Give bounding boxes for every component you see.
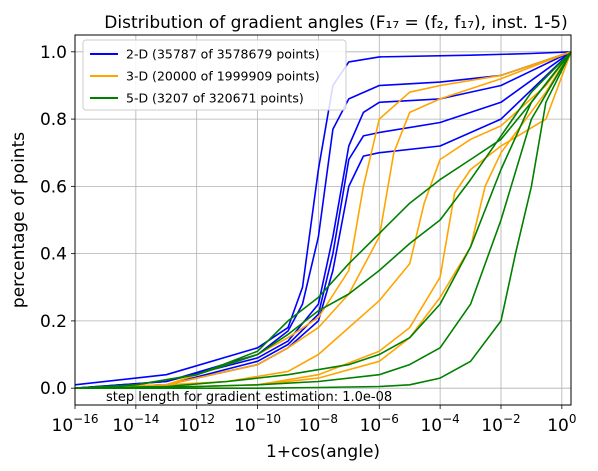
series-line-0 — [74, 51, 572, 389]
x-axis-ticks: 10−16 10−14 1012 10−10 10−8 10−6 10−4 10−2 100 — [52, 405, 576, 436]
legend-entry: 3-D (20000 of 1999909 points) — [126, 69, 320, 84]
legend-box — [82, 39, 347, 111]
x-tick-label: 10−2 — [481, 412, 520, 436]
series-lines — [74, 51, 572, 389]
series-line-2 — [74, 51, 572, 389]
y-axis-ticks: 0.0 0.2 0.4 0.6 0.8 1.0 — [40, 43, 75, 399]
y-tick-label: 0.6 — [40, 177, 67, 197]
x-tick-label: 10−6 — [360, 412, 399, 436]
x-tick-label: 10−4 — [420, 412, 459, 436]
x-tick-label: 1012 — [178, 412, 215, 436]
x-tick-label: 100 — [547, 412, 576, 436]
legend: 2-D (35787 of 3578679 points) 3-D (20000 … — [82, 39, 347, 111]
x-axis-label: 1+cos(angle) — [266, 442, 380, 462]
series-line-0 — [74, 51, 572, 386]
series-line-2 — [74, 51, 572, 389]
step-length-annotation: step length for gradient estimation: 1.0… — [106, 390, 392, 405]
legend-entry: 2-D (35787 of 3578679 points) — [126, 47, 320, 62]
x-tick-label: 10−8 — [299, 412, 338, 436]
x-tick-label: 10−16 — [52, 412, 99, 436]
y-tick-label: 0.4 — [40, 245, 67, 265]
y-axis-label: percentage of points — [9, 132, 29, 308]
y-tick-label: 0.2 — [40, 312, 67, 332]
y-tick-label: 0.8 — [40, 110, 67, 130]
series-line-0 — [74, 51, 572, 389]
legend-entry: 5-D (3207 of 320671 points) — [126, 91, 304, 106]
series-line-2 — [74, 51, 572, 389]
chart-title: Distribution of gradient angles (F₁₇ = (… — [104, 13, 567, 33]
series-line-2 — [75, 51, 572, 389]
y-tick-label: 0.0 — [40, 379, 67, 399]
x-tick-label: 10−10 — [234, 412, 281, 436]
y-tick-label: 1.0 — [40, 43, 67, 63]
chart-title-text: Distribution of gradient angles (F₁₇ = (… — [104, 13, 567, 33]
x-tick-label: 10−14 — [112, 412, 159, 436]
series-line-1 — [74, 51, 572, 389]
plot-frame — [74, 34, 572, 406]
